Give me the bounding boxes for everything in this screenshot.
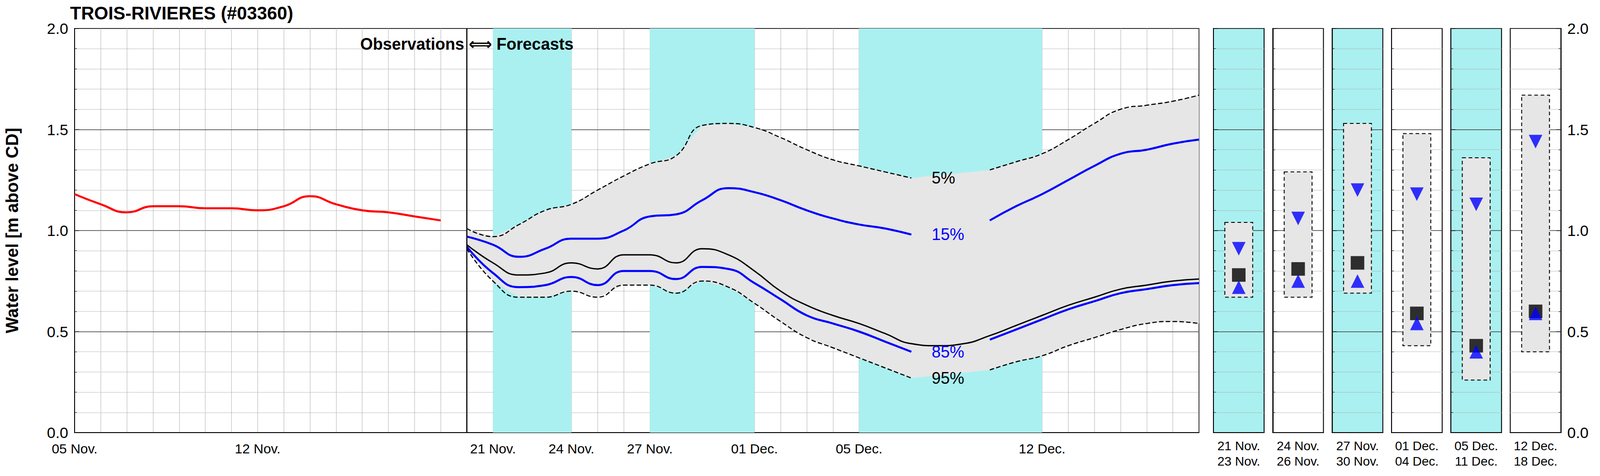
svg-text:04 Dec.: 04 Dec. — [1395, 454, 1440, 469]
svg-text:95%: 95% — [931, 368, 965, 388]
svg-text:2.0: 2.0 — [1567, 19, 1589, 38]
svg-text:27 Nov.: 27 Nov. — [627, 441, 673, 457]
svg-text:24 Nov.: 24 Nov. — [1276, 438, 1320, 454]
svg-text:27 Nov.: 27 Nov. — [1335, 438, 1379, 454]
svg-text:05 Dec.: 05 Dec. — [835, 441, 883, 457]
svg-text:0.5: 0.5 — [47, 323, 69, 341]
svg-text:21 Nov.: 21 Nov. — [470, 441, 516, 457]
svg-text:15%: 15% — [931, 225, 965, 244]
svg-text:24 Nov.: 24 Nov. — [548, 441, 595, 457]
svg-text:12 Dec.: 12 Dec. — [1018, 441, 1066, 457]
svg-text:1.5: 1.5 — [1567, 121, 1589, 139]
svg-text:TROIS-RIVIERES (#03360): TROIS-RIVIERES (#03360) — [70, 3, 294, 24]
svg-text:21 Nov.: 21 Nov. — [1217, 438, 1261, 454]
svg-text:11 Dec.: 11 Dec. — [1454, 454, 1498, 469]
svg-text:Observations ⟺ Forecasts: Observations ⟺ Forecasts — [360, 34, 574, 54]
svg-text:5%: 5% — [931, 168, 956, 188]
svg-text:0.5: 0.5 — [1567, 323, 1589, 341]
svg-text:12 Nov.: 12 Nov. — [234, 441, 281, 457]
svg-text:05 Dec.: 05 Dec. — [1454, 438, 1499, 454]
svg-text:18 Dec.: 18 Dec. — [1513, 454, 1558, 469]
svg-text:05 Nov.: 05 Nov. — [51, 441, 98, 457]
svg-text:01 Dec.: 01 Dec. — [731, 441, 778, 457]
svg-text:01 Dec.: 01 Dec. — [1395, 438, 1440, 454]
svg-text:0.0: 0.0 — [1567, 424, 1589, 442]
svg-text:23 Nov.: 23 Nov. — [1217, 454, 1261, 469]
svg-text:12 Dec.: 12 Dec. — [1513, 438, 1558, 454]
svg-text:85%: 85% — [931, 342, 965, 362]
svg-text:1.0: 1.0 — [1567, 221, 1589, 240]
svg-text:Water level [m above CD]: Water level [m above CD] — [2, 127, 22, 334]
svg-text:0.0: 0.0 — [47, 424, 69, 442]
svg-text:1.0: 1.0 — [47, 221, 69, 240]
svg-text:26 Nov.: 26 Nov. — [1276, 454, 1320, 469]
svg-text:1.5: 1.5 — [47, 121, 69, 139]
svg-text:2.0: 2.0 — [47, 19, 69, 38]
svg-text:30 Nov.: 30 Nov. — [1335, 454, 1379, 469]
